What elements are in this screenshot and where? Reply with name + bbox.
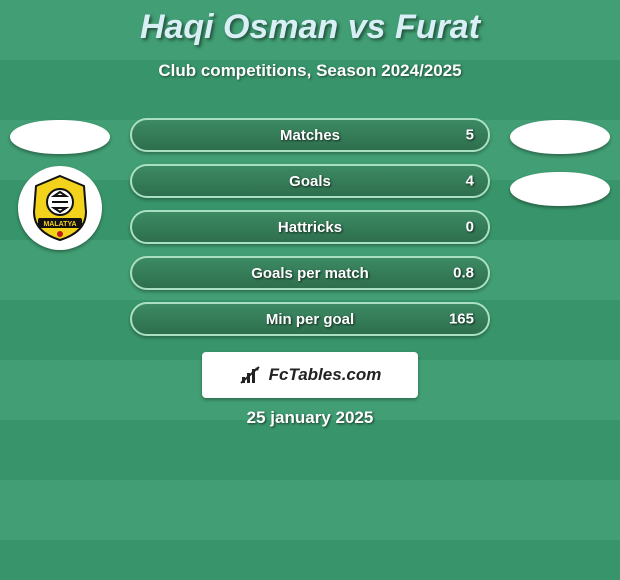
stat-label: Goals per match bbox=[251, 265, 369, 282]
stat-row-matches: Matches 5 bbox=[130, 118, 490, 152]
stat-label: Min per goal bbox=[266, 311, 354, 328]
bar-chart-icon bbox=[239, 363, 263, 387]
player-right-column bbox=[510, 120, 610, 206]
crest-label: MALATYA bbox=[43, 221, 76, 228]
branding-badge: FcTables.com bbox=[202, 352, 418, 398]
player-left-crest: MALATYA bbox=[18, 166, 102, 250]
stat-label: Matches bbox=[280, 127, 340, 144]
branding-label: FcTables.com bbox=[269, 365, 382, 385]
stat-row-goals: Goals 4 bbox=[130, 164, 490, 198]
player-right-silhouette-2 bbox=[510, 172, 610, 206]
stat-label: Hattricks bbox=[278, 219, 342, 236]
stat-row-min-per-goal: Min per goal 165 bbox=[130, 302, 490, 336]
player-right-silhouette-1 bbox=[510, 120, 610, 154]
player-left-column: MALATYA bbox=[10, 120, 110, 250]
stat-row-hattricks: Hattricks 0 bbox=[130, 210, 490, 244]
stats-list: Matches 5 Goals 4 Hattricks 0 Goals per … bbox=[130, 118, 490, 336]
stat-right-value: 0.8 bbox=[453, 265, 474, 282]
subtitle: Club competitions, Season 2024/2025 bbox=[0, 61, 620, 81]
stat-label: Goals bbox=[289, 173, 331, 190]
page-title: Haqi Osman vs Furat bbox=[0, 0, 620, 47]
stat-right-value: 4 bbox=[466, 173, 474, 190]
player-left-silhouette bbox=[10, 120, 110, 154]
date-label: 25 january 2025 bbox=[0, 408, 620, 428]
stat-right-value: 165 bbox=[449, 311, 474, 328]
stat-right-value: 5 bbox=[466, 127, 474, 144]
stat-row-goals-per-match: Goals per match 0.8 bbox=[130, 256, 490, 290]
club-crest-icon: MALATYA bbox=[24, 172, 96, 244]
stat-right-value: 0 bbox=[466, 219, 474, 236]
